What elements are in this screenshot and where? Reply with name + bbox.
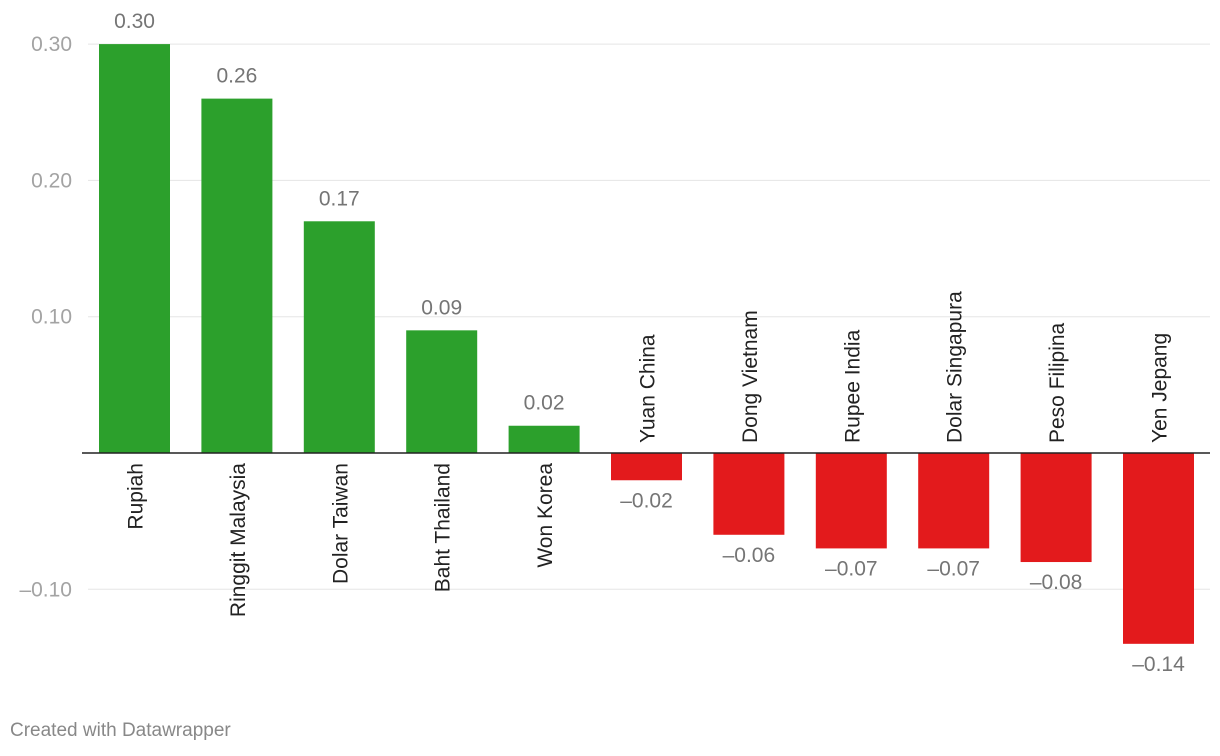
category-label: Dolar Singapura	[944, 291, 967, 443]
bar	[508, 425, 580, 453]
y-tick-label: 0.30	[31, 33, 72, 56]
bar	[201, 98, 273, 454]
bar	[713, 453, 785, 535]
bar	[1020, 453, 1092, 563]
value-label: 0.17	[319, 187, 360, 210]
value-label: –0.02	[620, 489, 673, 512]
bar	[406, 330, 478, 453]
value-label: 0.30	[114, 10, 155, 33]
category-label: Dolar Taiwan	[329, 463, 352, 584]
bar	[815, 453, 887, 549]
bar	[611, 453, 682, 481]
value-label: –0.08	[1030, 571, 1083, 594]
value-label: –0.07	[927, 557, 980, 580]
value-label: –0.07	[825, 557, 878, 580]
y-tick-label: 0.20	[31, 169, 72, 192]
category-label: Rupee India	[841, 329, 864, 443]
category-label: Yen Jepang	[1149, 333, 1172, 443]
bar	[918, 453, 990, 549]
bar	[303, 221, 375, 453]
category-label: Won Korea	[534, 463, 557, 568]
y-tick-label: 0.10	[31, 306, 72, 329]
category-label: Peso Filipina	[1046, 322, 1069, 443]
category-label: Baht Thailand	[432, 463, 455, 592]
value-label: 0.09	[421, 296, 462, 319]
category-label: Rupiah	[125, 463, 148, 530]
labels: 0.30 Rupiah 0.26 Ringgit Malaysia 0.17 Dolar …	[82, 10, 1210, 676]
category-label: Yuan China	[637, 334, 660, 443]
credit-text: Created with Datawrapper	[10, 720, 231, 741]
value-label: 0.02	[524, 392, 565, 415]
bar-chart: 0.30 0.20 0.10 –0.10 0.30 Rupiah 0.26 Ringgit …	[19, 10, 1210, 676]
bar	[99, 44, 170, 453]
category-label: Dong Vietnam	[739, 310, 762, 443]
bar	[1123, 453, 1194, 644]
grid-lines: 0.30 0.20 0.10 –0.10	[19, 33, 1210, 601]
bars	[99, 44, 1194, 644]
value-label: 0.26	[216, 65, 257, 88]
y-tick-label: –0.10	[19, 578, 72, 601]
value-label: –0.06	[723, 544, 776, 567]
value-label: –0.14	[1132, 653, 1185, 676]
category-label: Ringgit Malaysia	[227, 463, 250, 617]
